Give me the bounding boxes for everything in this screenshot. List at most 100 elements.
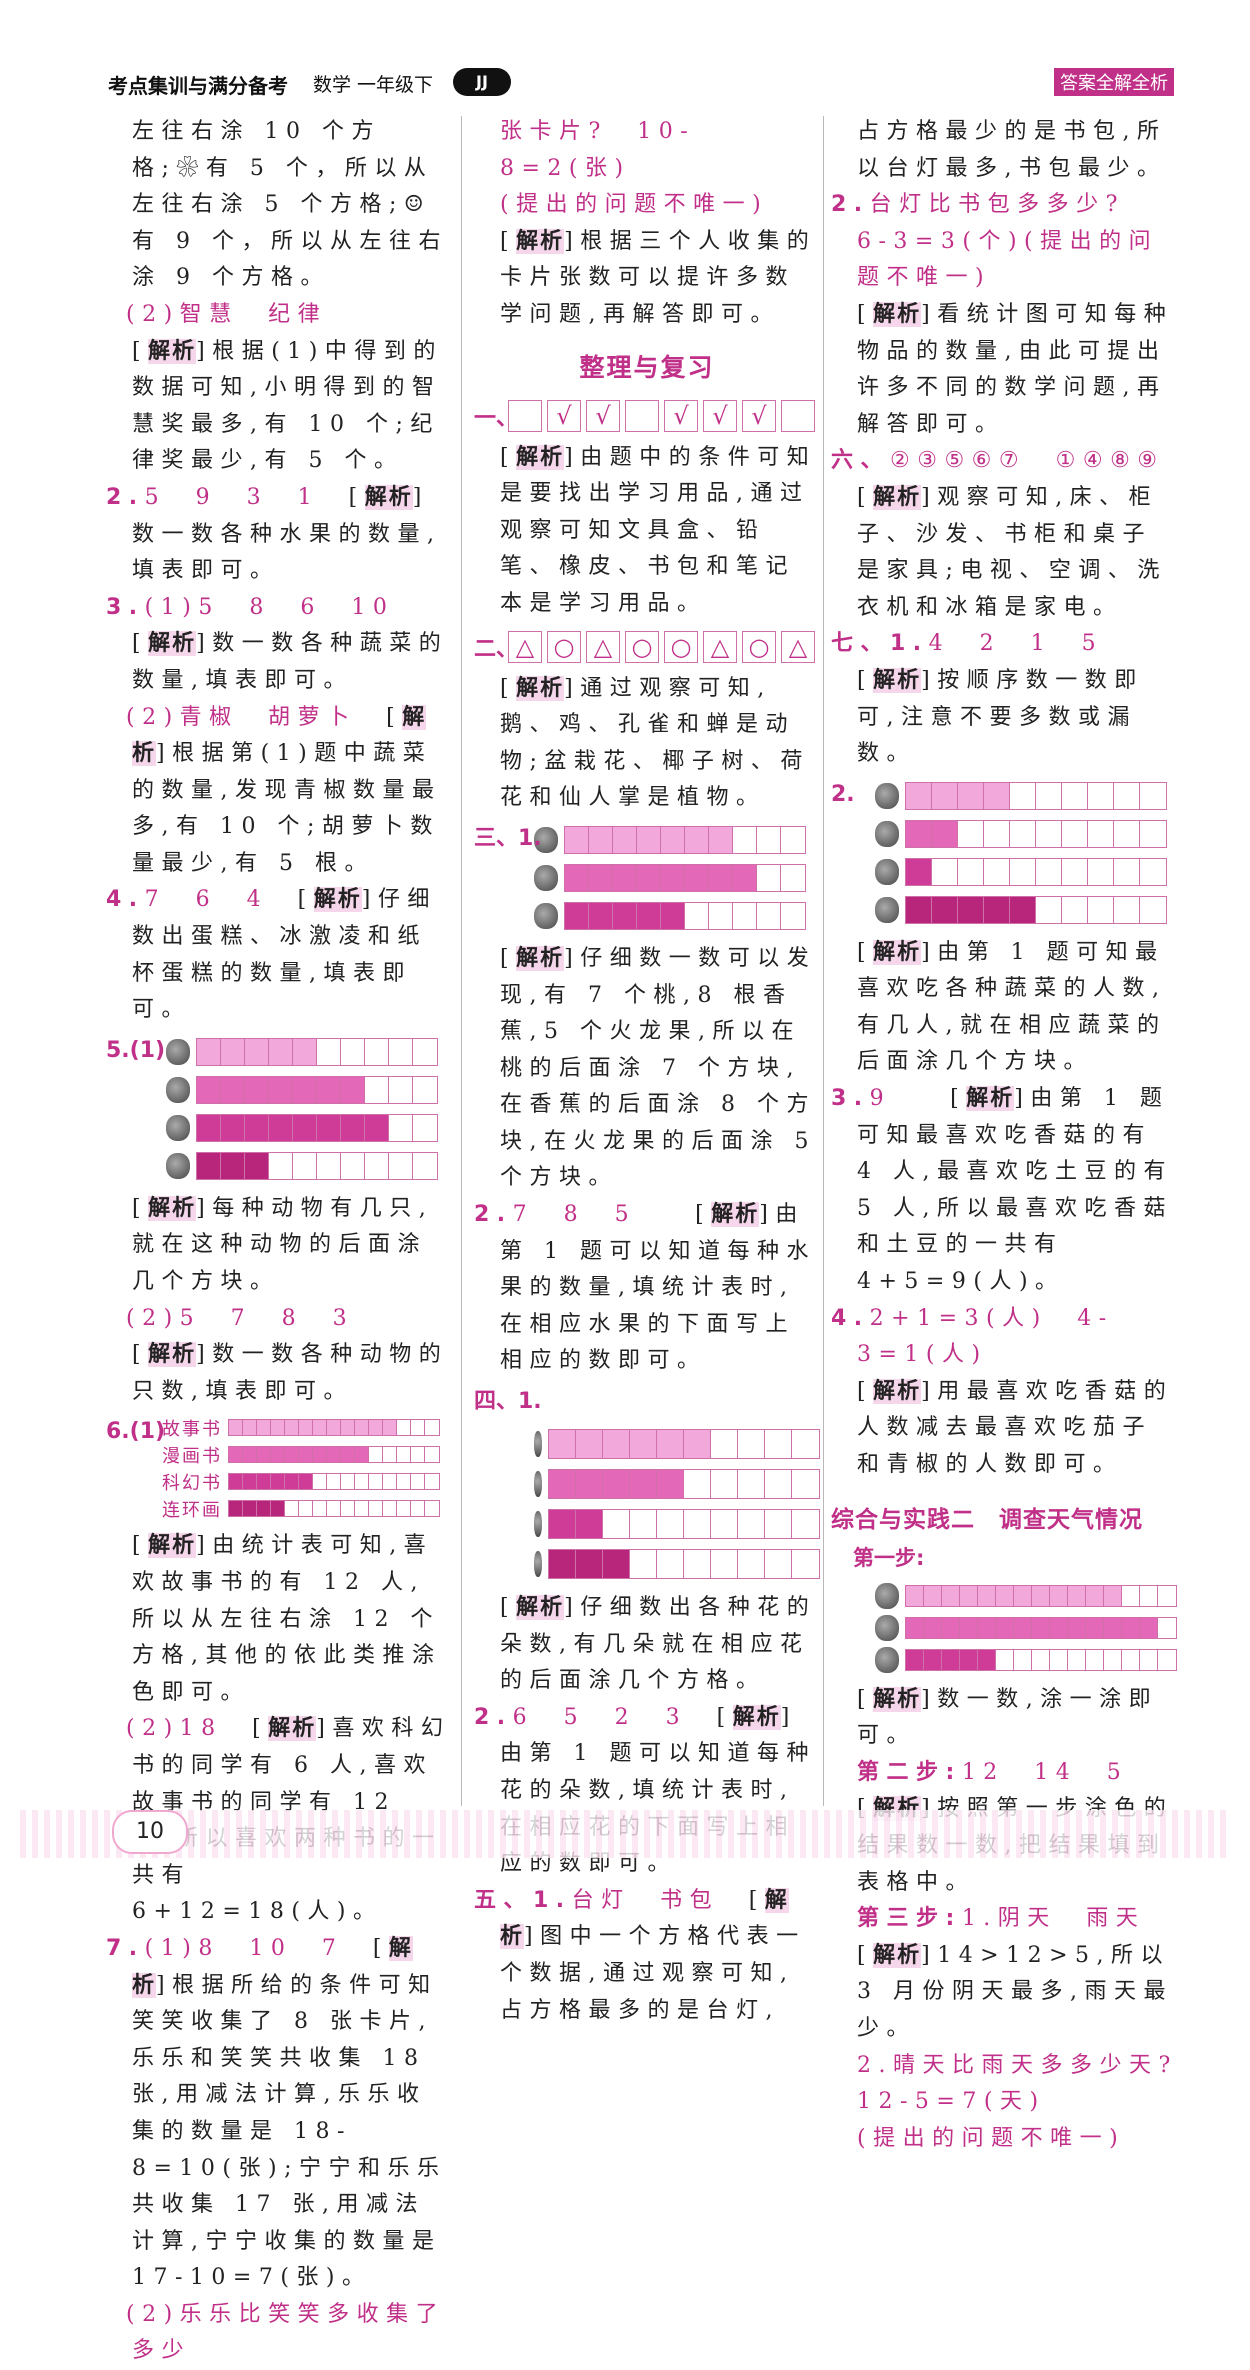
analysis-tag: 解析 <box>873 939 922 965</box>
filled-cell <box>317 1114 341 1141</box>
empty-cell <box>411 1420 425 1436</box>
answer-text: ]根据三个人收集的卡片张数可以提许多数学问题,再解答即可。 <box>500 228 817 327</box>
empty-cell <box>383 1447 397 1463</box>
answer-paragraph: [解析]数一数,涂一涂即可。 <box>831 1682 1181 1755</box>
empty-cell <box>684 1510 711 1539</box>
answer-box: ○ <box>664 630 698 663</box>
answer-text: ]看统计图可知每种物品的数量,由此可提出许多不同的数学问题,再解答即可。 <box>857 301 1174 437</box>
filled-cell <box>1104 1585 1122 1606</box>
answer-paragraph: [解析]每种动物有几只,就在这种动物的后面涂几个方块。 <box>106 1191 452 1301</box>
filled-cell <box>661 902 685 929</box>
bar-grid <box>905 1616 1177 1639</box>
answer-box: ○ <box>742 630 776 663</box>
column-2: 张卡片? 10-8=2(张) (提出的问题不唯一) [解析]根据三个人收集的卡片张数… <box>474 114 820 2029</box>
answer-text: [ <box>132 631 149 657</box>
filled-cell <box>1014 1585 1032 1606</box>
empty-cell <box>355 1474 369 1490</box>
bar-grid <box>548 1549 820 1580</box>
filled-cell <box>603 1430 630 1459</box>
answer-text: ]由第 1 题可知最喜欢吃香菇的有 4 人,最喜欢吃土豆的有 5 人,所以最喜欢… <box>857 1086 1173 1295</box>
answer-text: 2. <box>474 1704 513 1730</box>
empty-cell <box>684 1550 711 1579</box>
filled-cell <box>257 1501 271 1517</box>
filled-cell <box>197 1038 221 1065</box>
filled-cell <box>293 1038 317 1065</box>
answer-text: 7 6 4 <box>144 887 298 913</box>
answer-text: 六、 <box>831 448 891 474</box>
empty-cell <box>313 1474 327 1490</box>
answer-box <box>781 399 815 432</box>
filled-cell <box>906 820 932 847</box>
filled-cell <box>984 896 1010 923</box>
analysis-tag: 解析 <box>313 887 362 913</box>
empty-cell <box>1062 858 1088 885</box>
page-number: 10 <box>112 1810 188 1854</box>
filled-cell <box>549 1470 576 1499</box>
eggplant-icon <box>875 820 899 847</box>
bar-grid <box>228 1419 440 1437</box>
bar-chart: 四、1. <box>474 1384 820 1584</box>
empty-cell <box>411 1501 425 1517</box>
peony-icon <box>534 1551 542 1578</box>
answer-paragraph: (2)青椒 胡萝卜 [解析]根据第(1)题中蔬菜的数量,发现青椒数量最多,有 1… <box>106 700 452 883</box>
empty-cell <box>411 1474 425 1490</box>
chart-row <box>534 1544 820 1584</box>
empty-cell <box>1088 820 1114 847</box>
answer-paragraph: (提出的问题不唯一) <box>474 187 820 224</box>
empty-cell <box>781 865 805 891</box>
filled-cell <box>960 1649 978 1670</box>
row-label: 科幻书 <box>162 1472 222 1494</box>
filled-cell <box>942 1585 960 1606</box>
answer-paragraph: [解析]14>12>5,所以 3 月份阴天最多,雨天最少。 <box>831 1938 1181 2048</box>
filled-cell <box>924 1585 942 1606</box>
answer-text: ]仔细数出蛋糕、冰激凌和纸杯蛋糕的数量,填表即可。 <box>132 887 437 1023</box>
filled-cell <box>1010 896 1036 923</box>
bar-grid <box>905 895 1167 924</box>
bar-grid <box>905 1648 1177 1671</box>
answer-paragraph: (2)5 7 8 3 [解析]数一数各种动物的只数,填表即可。 <box>106 1301 452 1411</box>
answer-box: √ <box>547 399 581 432</box>
filled-cell <box>906 896 932 923</box>
bar-grid <box>564 825 806 854</box>
answer-box <box>625 399 659 432</box>
empty-cell <box>1140 783 1166 809</box>
empty-cell <box>792 1470 819 1498</box>
subject-grade: 数学 一年级下 <box>313 74 434 96</box>
empty-cell <box>1140 897 1166 923</box>
answer-text: 5 9 3 1 <box>144 484 349 510</box>
filled-cell <box>293 1114 317 1141</box>
answer-text: [ <box>857 301 874 327</box>
answer-text: ]由统计表可知,喜欢故事书的有 12 人,所以从左往右涂 12 个方格,其他的依… <box>132 1533 442 1705</box>
bar-grid <box>905 819 1167 848</box>
chart-row <box>875 815 1181 853</box>
filled-cell <box>355 1447 369 1463</box>
filled-cell <box>657 1430 684 1459</box>
answer-paragraph: 七、1.4 2 1 5 <box>831 626 1181 663</box>
filled-cell <box>576 1430 603 1459</box>
filled-cell <box>906 858 932 885</box>
filled-cell <box>257 1447 271 1463</box>
banana-icon <box>534 864 558 891</box>
empty-cell <box>365 1076 389 1103</box>
answer-text: [ <box>857 1796 874 1822</box>
filled-cell <box>996 1585 1014 1606</box>
column-3: 占方格最少的是书包,所以台灯最多,书包最少。 2.台灯比书包多多少? 6-3=3(个… <box>831 114 1181 2157</box>
answer-paragraph: (2)乐乐比笑笑多收集了多少 <box>106 2297 452 2370</box>
answer-box: △ <box>703 630 737 663</box>
empty-cell <box>413 1153 437 1179</box>
answer-text: ]数一数各种动物的只数,填表即可。 <box>132 1342 449 1404</box>
answer-text: (1)5 8 6 10 <box>144 594 424 620</box>
answer-text: 2.晴天比雨天多多少天? <box>857 2052 1178 2078</box>
answer-text: 第二步: <box>857 1759 962 1785</box>
bar-grid <box>196 1075 438 1104</box>
bar-chart: 三、1. <box>474 821 820 935</box>
answer-paragraph: 6-3=3(个)(提出的问题不唯一) <box>831 224 1181 297</box>
filled-cell <box>1104 1617 1122 1638</box>
filled-cell <box>1122 1617 1140 1638</box>
giraffe-icon <box>166 1114 190 1141</box>
empty-cell <box>341 1038 365 1065</box>
chart-row <box>875 853 1181 891</box>
empty-cell <box>932 858 958 885</box>
empty-cell <box>1088 782 1114 809</box>
answer-paragraph: 五、1.台灯 书包 [解析]图中一个方格代表一个数据,通过观察可知,占方格最多的… <box>474 1883 820 2029</box>
